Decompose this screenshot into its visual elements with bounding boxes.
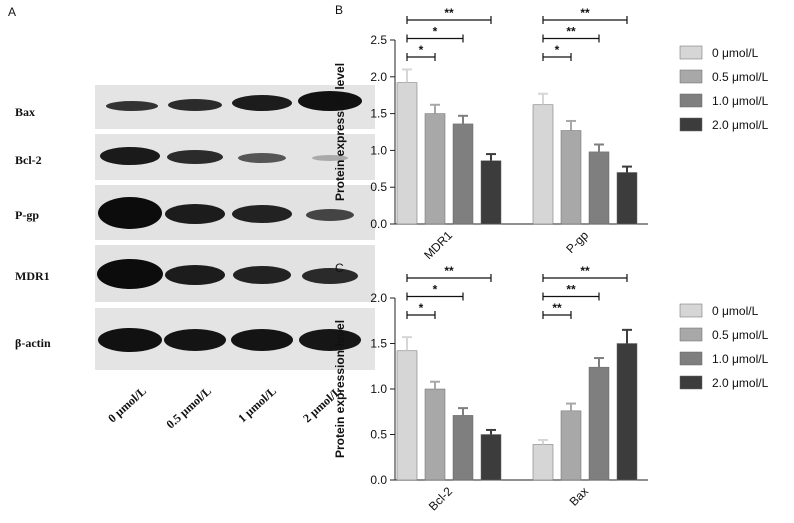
panel-label: A [8, 5, 16, 19]
bar [560, 410, 582, 481]
significance-label: ** [580, 264, 590, 278]
bar [588, 151, 610, 225]
legend-swatch [679, 375, 703, 390]
legend-label: 0 μmol/L [712, 304, 759, 318]
blot-membrane [95, 85, 375, 370]
legend-label: 1.0 μmol/L [712, 352, 769, 366]
blot-row-label: MDR1 [15, 269, 50, 283]
legend-swatch [679, 303, 703, 318]
blot-row-label: P-gp [15, 208, 39, 222]
bar [480, 160, 502, 225]
bar [532, 444, 554, 481]
y-tick-label: 1.0 [370, 382, 387, 396]
bar [396, 350, 418, 481]
legend-label: 1.0 μmol/L [712, 94, 769, 108]
significance-label: ** [552, 301, 562, 315]
significance-bracket [406, 311, 436, 319]
significance-bracket [542, 292, 600, 301]
x-tick-label: Bax [567, 484, 592, 509]
significance-label: ** [444, 6, 454, 20]
y-tick-label: 0.5 [370, 180, 387, 194]
significance-bracket [542, 16, 628, 24]
bar [588, 366, 610, 481]
bar [616, 343, 638, 481]
bar [452, 415, 474, 481]
x-tick-label: Bcl-2 [426, 484, 455, 513]
bar [616, 172, 638, 225]
significance-bracket [542, 311, 572, 319]
significance-label: * [433, 25, 438, 39]
significance-label: * [419, 43, 424, 57]
significance-label: ** [580, 6, 590, 20]
legend-label: 2.0 μmol/L [712, 118, 769, 132]
legend-label: 0 μmol/L [712, 46, 759, 60]
legend-swatch [679, 351, 703, 366]
legend-swatch [679, 69, 703, 84]
significance-label: * [419, 301, 424, 315]
blot-lane-label: 0.5 μmol/L [163, 384, 214, 432]
significance-label: * [433, 283, 438, 297]
significance-label: * [555, 43, 560, 57]
significance-label: ** [566, 25, 576, 39]
bar [396, 82, 418, 225]
legend-swatch [679, 93, 703, 108]
panel-label: B [335, 3, 343, 17]
legend-label: 0.5 μmol/L [712, 70, 769, 84]
y-tick-label: 0.0 [370, 473, 387, 487]
bar [532, 104, 554, 225]
significance-label: ** [566, 283, 576, 297]
legend-label: 2.0 μmol/L [712, 376, 769, 390]
significance-bracket [406, 274, 492, 282]
significance-bracket [542, 274, 628, 282]
y-axis-label: Protein expression level [333, 320, 347, 458]
legend-swatch [679, 45, 703, 60]
bar [452, 123, 474, 225]
bar [560, 130, 582, 225]
y-tick-label: 2.0 [370, 291, 387, 305]
significance-bracket [406, 53, 436, 61]
blot-row-label: Bcl-2 [15, 153, 42, 167]
significance-bracket [542, 34, 600, 43]
bar [424, 113, 446, 225]
significance-bracket [542, 53, 572, 61]
y-tick-label: 1.5 [370, 337, 387, 351]
legend-swatch [679, 327, 703, 342]
x-tick-label: MDR1 [421, 228, 455, 262]
panel-label: C [335, 261, 344, 275]
significance-bracket [406, 292, 464, 301]
significance-bracket [406, 16, 492, 24]
legend-swatch [679, 117, 703, 132]
significance-bracket [406, 34, 464, 43]
bar [424, 388, 446, 481]
blot-row-label: Bax [15, 105, 35, 119]
y-tick-label: 0.0 [370, 217, 387, 231]
blot-lane-label: 0 μmol/L [105, 384, 149, 426]
blot-row-label: β-actin [15, 336, 51, 350]
significance-label: ** [444, 264, 454, 278]
legend-label: 0.5 μmol/L [712, 328, 769, 342]
y-tick-label: 1.0 [370, 143, 387, 157]
blot-lane-label: 1 μmol/L [235, 384, 279, 426]
bar [480, 434, 502, 481]
x-tick-label: P-gp [563, 228, 591, 256]
y-axis-label: Protein expression level [333, 63, 347, 201]
y-tick-label: 2.5 [370, 33, 387, 47]
y-tick-label: 2.0 [370, 70, 387, 84]
y-tick-label: 0.5 [370, 428, 387, 442]
y-tick-label: 1.5 [370, 107, 387, 121]
